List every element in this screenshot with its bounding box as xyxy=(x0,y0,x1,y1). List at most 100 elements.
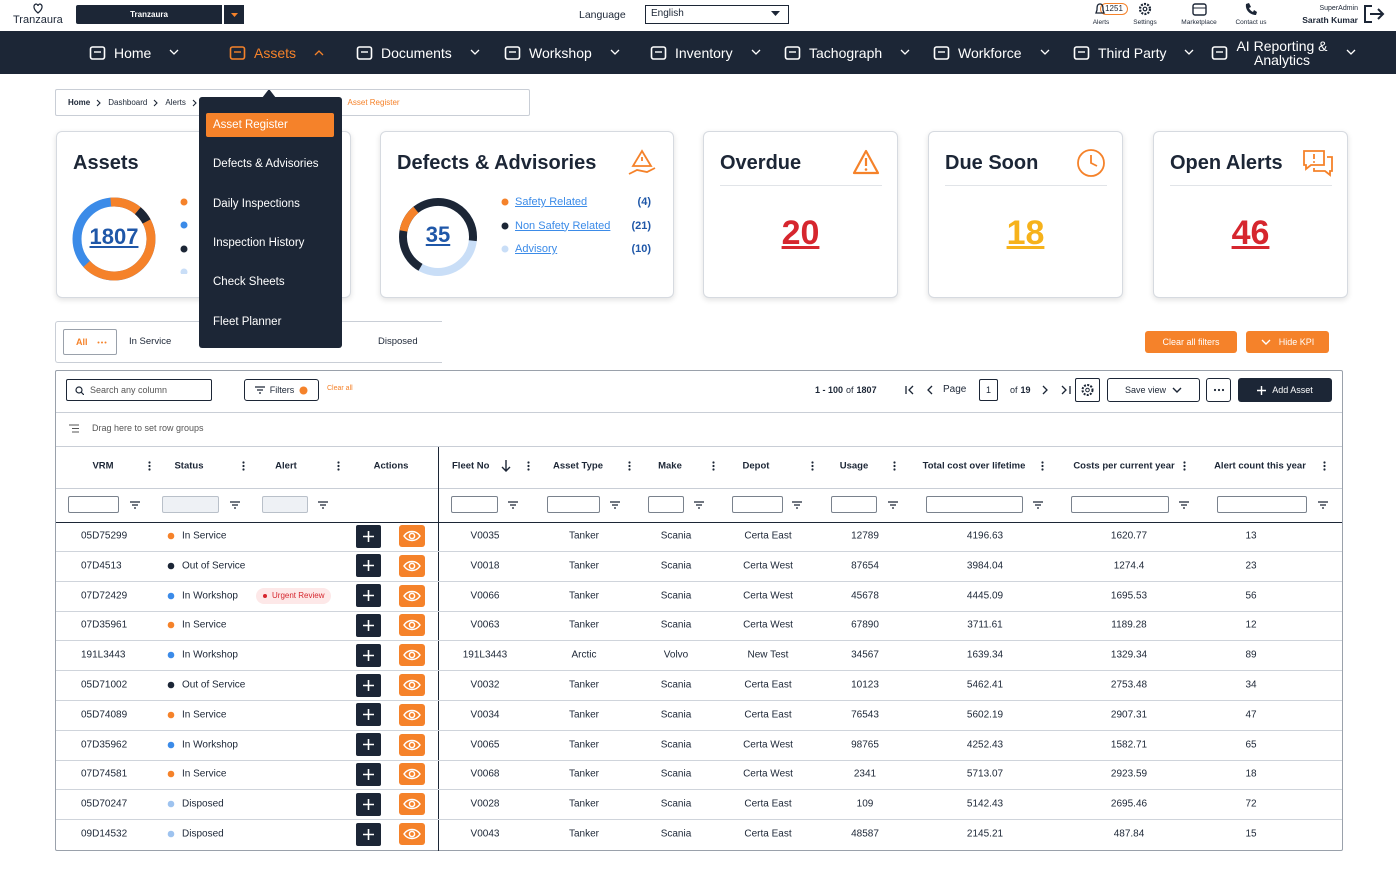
column-header[interactable]: Usage xyxy=(839,460,869,472)
nav-item[interactable]: AI Reporting & Analytics xyxy=(1211,31,1356,74)
column-menu[interactable] xyxy=(527,461,530,471)
more-button[interactable] xyxy=(1206,378,1231,402)
org-select[interactable]: Tranzaura xyxy=(76,5,222,24)
tab[interactable]: In Service xyxy=(129,336,172,347)
breadcrumb-item[interactable]: Dashboard xyxy=(108,98,148,107)
view-action-button[interactable] xyxy=(399,644,425,667)
column-header[interactable]: Make xyxy=(658,460,682,472)
dropdown-item[interactable]: Fleet Planner xyxy=(213,315,282,328)
legend-label[interactable]: Advisory xyxy=(515,243,558,255)
add-action-button[interactable] xyxy=(356,822,381,846)
column-menu[interactable] xyxy=(1041,461,1044,471)
column-menu[interactable] xyxy=(712,461,715,471)
kpi-total[interactable]: 35 xyxy=(425,222,451,247)
tab[interactable]: Disposed xyxy=(378,336,418,347)
column-header[interactable]: VRM xyxy=(92,460,114,472)
add-action-button[interactable] xyxy=(356,733,381,757)
dropdown-item[interactable]: Check Sheets xyxy=(213,276,285,289)
column-filter-icon[interactable] xyxy=(230,501,240,509)
add-action-button[interactable] xyxy=(356,554,381,578)
column-filter-input[interactable] xyxy=(68,496,119,513)
pager-first-prev[interactable] xyxy=(905,385,937,395)
column-menu[interactable] xyxy=(1323,461,1326,471)
save-view-button[interactable]: Save view xyxy=(1107,378,1200,402)
pager-next-last[interactable] xyxy=(1041,385,1071,395)
column-menu[interactable] xyxy=(337,461,340,471)
add-action-button[interactable] xyxy=(356,703,381,727)
nav-item[interactable]: Documents xyxy=(356,31,480,74)
nav-item[interactable]: Workshop xyxy=(504,31,620,74)
view-action-button[interactable] xyxy=(399,584,425,607)
settings-icon[interactable] xyxy=(1138,2,1152,16)
column-filter-input[interactable] xyxy=(926,496,1023,513)
column-filter-input[interactable] xyxy=(831,496,877,513)
view-action-button[interactable] xyxy=(399,525,425,547)
marketplace-icon[interactable] xyxy=(1192,3,1207,16)
nav-item[interactable]: Workforce xyxy=(933,31,1050,74)
column-menu[interactable] xyxy=(148,461,151,471)
column-filter-input[interactable] xyxy=(451,496,498,513)
view-action-button[interactable] xyxy=(399,674,425,696)
add-action-button[interactable] xyxy=(356,524,381,548)
add-action-button[interactable] xyxy=(356,613,381,637)
add-asset-button[interactable]: Add Asset xyxy=(1238,378,1332,402)
view-action-button[interactable] xyxy=(399,763,425,786)
column-filter-icon[interactable] xyxy=(694,501,704,509)
legend-label[interactable]: Non Safety Related xyxy=(515,219,611,232)
column-filter-icon[interactable] xyxy=(1033,501,1043,509)
view-action-button[interactable] xyxy=(399,554,425,577)
column-filter-icon[interactable] xyxy=(610,501,620,509)
column-menu[interactable] xyxy=(628,461,631,471)
hide-kpi-button[interactable]: Hide KPI xyxy=(1246,331,1329,353)
column-header[interactable]: Alert xyxy=(275,460,297,472)
nav-item[interactable]: Assets xyxy=(229,31,324,74)
column-menu[interactable] xyxy=(1183,461,1186,471)
bell-icon[interactable] xyxy=(1095,3,1105,16)
dropdown-item[interactable]: Defects & Advisories xyxy=(213,158,319,171)
column-filter-input[interactable] xyxy=(162,496,219,513)
kpi-value[interactable]: 18 xyxy=(1006,214,1045,252)
column-filter-icon[interactable] xyxy=(1179,501,1189,509)
column-header[interactable]: Total cost over lifetime xyxy=(922,460,1026,472)
column-filter-icon[interactable] xyxy=(130,501,140,509)
kpi-value[interactable]: 20 xyxy=(781,214,820,252)
nav-item[interactable]: Third Party xyxy=(1073,31,1194,74)
add-action-button[interactable] xyxy=(356,673,381,697)
column-filter-icon[interactable] xyxy=(888,501,898,509)
column-header[interactable]: Status xyxy=(174,460,204,472)
nav-item[interactable]: Tachograph xyxy=(784,31,910,74)
filters-button[interactable]: Filters xyxy=(244,379,319,401)
column-menu[interactable] xyxy=(893,461,896,471)
dropdown-item[interactable]: Inspection History xyxy=(213,236,305,249)
kpi-value[interactable]: 46 xyxy=(1231,214,1270,252)
view-action-button[interactable] xyxy=(399,703,425,726)
column-header[interactable]: Fleet No xyxy=(452,460,490,472)
breadcrumb-item[interactable]: Alerts xyxy=(165,98,186,107)
add-action-button[interactable] xyxy=(356,762,381,786)
view-action-button[interactable] xyxy=(399,614,425,637)
column-filter-input[interactable] xyxy=(547,496,600,513)
column-filter-icon[interactable] xyxy=(792,501,802,509)
column-filter-input[interactable] xyxy=(1217,496,1307,513)
search-input[interactable]: Search any column xyxy=(66,379,212,401)
dropdown-item[interactable]: Daily Inspections xyxy=(213,197,300,210)
view-action-button[interactable] xyxy=(399,793,425,816)
add-action-button[interactable] xyxy=(356,792,381,816)
column-header[interactable]: Asset Type xyxy=(553,460,603,472)
nav-item[interactable]: Home xyxy=(89,31,179,74)
view-action-button[interactable] xyxy=(399,733,425,756)
column-filter-input[interactable] xyxy=(732,496,783,513)
column-filter-input[interactable] xyxy=(262,496,308,513)
breadcrumb-item[interactable]: Home xyxy=(68,98,91,107)
column-filter-icon[interactable] xyxy=(1318,501,1328,509)
view-action-button[interactable] xyxy=(399,823,425,845)
column-filter-icon[interactable] xyxy=(318,501,328,509)
column-menu[interactable] xyxy=(242,461,245,471)
column-filter-input[interactable] xyxy=(1071,496,1169,513)
clear-filters-button[interactable]: Clear all filters xyxy=(1145,331,1237,353)
add-action-button[interactable] xyxy=(356,643,381,667)
column-header[interactable]: Actions xyxy=(373,460,409,472)
column-header[interactable]: Alert count this year xyxy=(1214,460,1306,472)
tab-active[interactable]: All xyxy=(63,329,117,355)
legend-label[interactable]: Safety Related xyxy=(515,196,588,208)
